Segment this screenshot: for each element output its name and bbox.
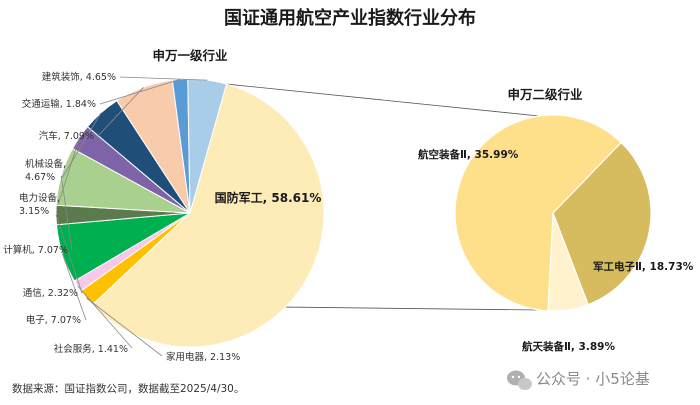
- leader-line-2: [77, 285, 133, 349]
- left-slice-label-3: 电子, 7.07%: [26, 314, 81, 326]
- right-slice-label-0: 航空装备Ⅱ, 35.99%: [418, 148, 519, 161]
- left-slice-label-4: 通信, 2.32%: [23, 287, 78, 299]
- left-slice-label-7: 机械设备, 4.67%: [25, 158, 66, 183]
- right-slice-label-2: 航天装备Ⅱ, 3.89%: [522, 340, 615, 353]
- left-pie-slice-0: [91, 83, 325, 348]
- left-slice-label-1: 家用电器, 2.13%: [166, 351, 240, 363]
- watermark: 公众号 · 小5论基: [507, 370, 650, 390]
- leader-line-4: [55, 214, 83, 294]
- left-slice-label-6: 电力设备, 3.15%: [19, 192, 60, 217]
- right-pie-slice-0: [454, 114, 622, 312]
- left-slice-label-5: 计算机, 7.07%: [3, 244, 68, 256]
- leader-line-3: [62, 253, 87, 321]
- right-pie-subtitle: 申万二级行业: [507, 87, 583, 102]
- leader-line-8: [97, 87, 144, 137]
- leader-line-1: [86, 297, 163, 357]
- right-slice-label-1: 军工电子Ⅱ, 18.73%: [593, 260, 694, 273]
- wechat-icon: [507, 370, 532, 390]
- leader-line-7: [61, 112, 102, 179]
- chart-title: 国证通用航空产业指数行业分布: [224, 7, 476, 29]
- right-pie: [454, 114, 652, 312]
- left-slice-label-9: 交通运输, 1.84%: [22, 98, 96, 110]
- left-slice-label-0: 国防军工, 58.61%: [215, 190, 322, 205]
- right-pie-slice-1: [552, 141, 652, 306]
- left-slice-label-10: 建筑装饰, 4.65%: [42, 71, 116, 83]
- leader-line-6: [57, 137, 80, 206]
- leader-line-10: [119, 76, 208, 81]
- connector-line-top: [226, 83, 550, 118]
- left-pie: [55, 78, 325, 348]
- left-pie-subtitle: 申万一级行业: [152, 48, 228, 63]
- leader-line-9: [99, 79, 181, 105]
- left-slice-label-2: 社会服务, 1.41%: [54, 343, 128, 355]
- slice-labels: 国防军工, 58.61% 家用电器, 2.13% 社会服务, 1.41% 电子, 7.…: [3, 71, 694, 363]
- data-source-note: 数据来源：国证指数公司，数据截至2025/4/30。: [12, 382, 244, 395]
- left-slice-label-8: 汽车, 7.09%: [39, 130, 94, 142]
- watermark-text: 公众号 · 小5论基: [536, 370, 650, 388]
